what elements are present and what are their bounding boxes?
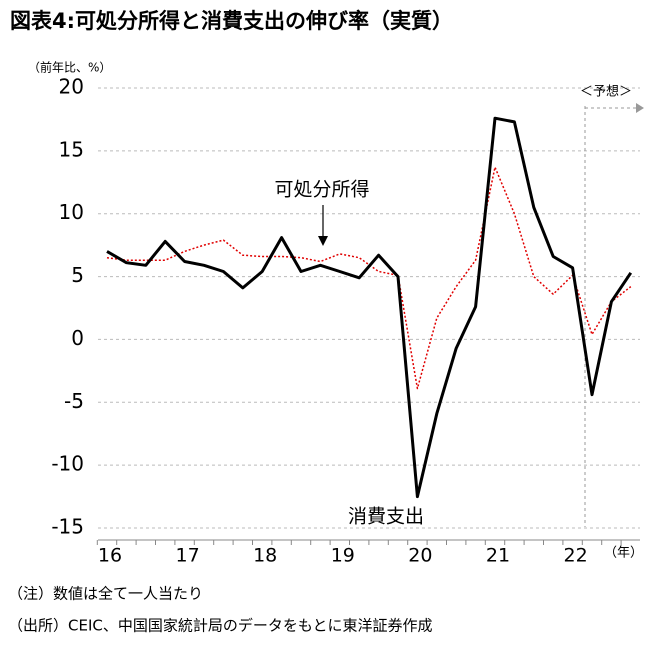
x-tick-label: 17	[176, 545, 200, 567]
y-tick-label: -5	[64, 389, 84, 413]
y-tick-label: 20	[59, 75, 84, 99]
annotation-arrowhead	[318, 236, 328, 246]
series-line	[106, 116, 633, 499]
x-unit: （年）	[604, 546, 643, 561]
x-tick-label: 19	[331, 545, 355, 567]
series-annotation: 消費支出	[348, 506, 424, 528]
series-line	[106, 166, 632, 390]
series-annotation: 可処分所得	[274, 179, 369, 201]
y-unit: （前年比、%）	[28, 60, 111, 75]
x-tick-label: 21	[486, 545, 510, 567]
x-tick-label: 20	[408, 545, 432, 567]
x-tick-label: 16	[98, 545, 122, 567]
forecast-label: ＜予想＞	[580, 84, 632, 100]
y-tick-label: -10	[51, 452, 84, 476]
x-tick-label: 22	[564, 545, 588, 567]
note: （注）数値は全て一人当たり	[8, 585, 203, 603]
y-tick-label: 5	[71, 263, 84, 287]
forecast-arrowhead	[636, 103, 644, 113]
note: （出所）CEIC、中国国家統計局のデータをもとに東洋証券作成	[8, 617, 433, 635]
y-tick-label: -15	[51, 515, 84, 539]
y-tick-label: 15	[59, 137, 84, 161]
y-tick-label: 10	[59, 200, 84, 224]
x-tick-label: 18	[253, 545, 277, 567]
chart-title: 図表4:可処分所得と消費支出の伸び率（実質）	[10, 9, 453, 33]
y-tick-label: 0	[71, 326, 84, 350]
